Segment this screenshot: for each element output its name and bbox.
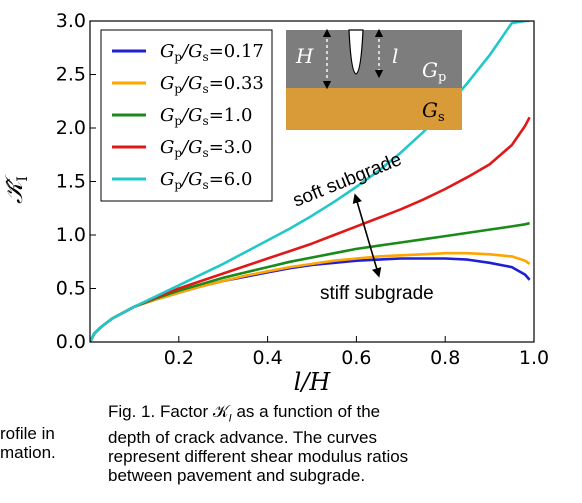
legend-label: Gp/Gs=0.33 (160, 73, 264, 96)
y-tick-label: 2.5 (56, 64, 86, 86)
soft-subgrade-annotation: soft subgrade (290, 149, 405, 212)
x-axis-label: l/H (294, 368, 332, 396)
y-tick-label: 0.0 (56, 331, 86, 353)
left-fragment-line-1: rofile in (0, 424, 55, 443)
chart: 0.2 0.4 0.6 0.8 1.0 0.0 0.5 1.0 1.5 2.0 2.5 3.0 l/… (0, 10, 549, 396)
x-tick-label: 1.0 (519, 347, 549, 369)
inset-gp-label: Gp (422, 58, 446, 85)
legend-label: Gp/Gs=0.17 (160, 41, 264, 64)
inset-h-label: H (295, 44, 314, 68)
inset-crack (348, 29, 364, 75)
inset-gs-label: Gs (422, 98, 445, 125)
inset-l-label: l (392, 44, 398, 68)
y-tick-label: 1.5 (56, 171, 86, 193)
caption-line-1: Fig. 1. Factor 𝒦I as a function of the (108, 402, 381, 425)
y-axis-ticks: 0.0 0.5 1.0 1.5 2.0 2.5 3.0 (56, 10, 96, 353)
y-tick-label: 2.0 (56, 117, 86, 139)
legend: Gp/Gs=0.17 Gp/Gs=0.33 Gp/Gs=1.0 Gp/Gs=3.0 Gp… (100, 29, 273, 202)
legend-label: Gp/Gs=1.0 (160, 105, 252, 128)
x-tick-label: 0.6 (341, 347, 371, 369)
left-caption-fragment: rofile in mation. (0, 424, 80, 462)
x-tick-label: 0.2 (164, 347, 194, 369)
inset-subgrade-layer (286, 88, 462, 130)
caption-line-4: between pavement and subgrade. (108, 466, 366, 486)
figure-caption: Fig. 1. Factor 𝒦I as a function of the d… (108, 402, 528, 485)
y-tick-label: 1.0 (56, 224, 86, 246)
y-tick-label: 0.5 (56, 278, 86, 300)
caption-line-3: represent different shear modulus ratios (108, 447, 409, 467)
x-tick-label: 0.4 (252, 347, 282, 369)
x-tick-label: 0.8 (430, 347, 460, 369)
svg-text:𝒦̂I: 𝒦̂I (0, 174, 31, 204)
series-layer (90, 21, 531, 342)
y-axis-label: 𝒦̂I (0, 174, 31, 204)
series-line-5 (90, 21, 530, 342)
inset-diagram: H l Gp Gs (286, 28, 462, 130)
inset-pavement-layer (286, 30, 462, 88)
y-tick-label: 3.0 (56, 10, 86, 32)
caption-line-2: depth of crack advance. The curves (108, 428, 378, 448)
x-axis-ticks: 0.2 0.4 0.6 0.8 1.0 (164, 336, 549, 369)
subgrade-arrow (352, 193, 382, 278)
legend-label: Gp/Gs=6.0 (160, 169, 252, 192)
stiff-subgrade-annotation: stiff subgrade (320, 283, 434, 304)
series-line-3 (90, 221, 530, 342)
left-fragment-line-2: mation. (0, 443, 56, 462)
legend-label: Gp/Gs=3.0 (160, 137, 252, 160)
